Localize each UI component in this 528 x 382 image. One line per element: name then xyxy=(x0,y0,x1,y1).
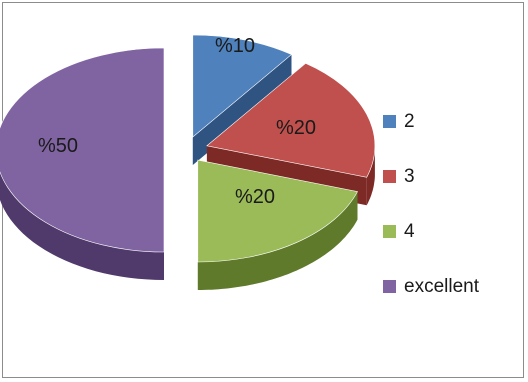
legend-swatch-1 xyxy=(383,170,396,183)
pie-slice-1 xyxy=(206,62,376,178)
legend: 2 3 4 excellent xyxy=(383,111,480,297)
pie-data-labels: %10 %20 %20 %50 xyxy=(38,35,316,208)
data-label-0: %10 xyxy=(215,35,255,57)
data-label-3: %50 xyxy=(38,135,78,157)
legend-swatch-0 xyxy=(383,115,396,128)
pie-tops xyxy=(0,34,376,263)
legend-swatch-3 xyxy=(383,280,396,293)
data-label-2: %20 xyxy=(235,186,275,208)
legend-label-2: 4 xyxy=(404,221,415,242)
pie-slice-side-3 xyxy=(0,171,164,280)
legend-label-3: excellent xyxy=(404,276,480,297)
pie-slice-0 xyxy=(192,34,293,138)
pie-slice-2 xyxy=(197,159,358,263)
data-label-1: %20 xyxy=(276,117,316,139)
legend-swatch-2 xyxy=(383,225,396,238)
pie-slice-3 xyxy=(0,47,165,253)
legend-label-0: 2 xyxy=(404,111,415,132)
pie-slice-side-2 xyxy=(197,191,358,290)
legend-label-1: 3 xyxy=(404,166,415,187)
